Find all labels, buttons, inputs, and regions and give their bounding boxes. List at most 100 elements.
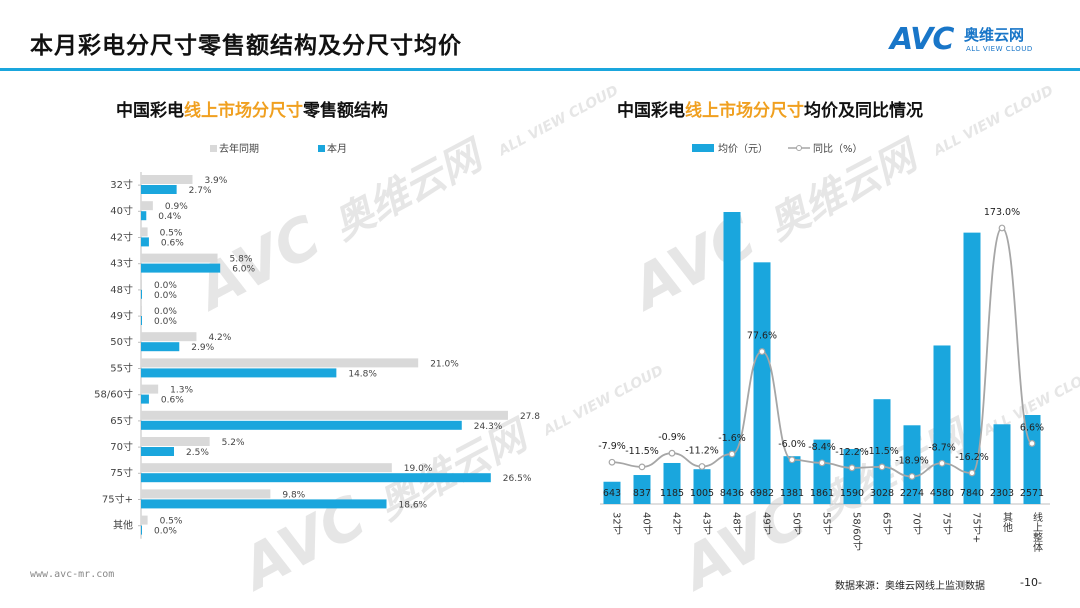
right-bar	[603, 481, 621, 504]
left-category-label: 70寸	[110, 440, 133, 453]
right-line-label: -16.2%	[955, 452, 989, 463]
right-line-label: -8.4%	[808, 442, 836, 453]
left-bar-label: 21.0%	[430, 359, 459, 369]
right-bar	[933, 345, 951, 504]
right-bar-label: 1381	[780, 488, 804, 499]
left-bar	[141, 211, 147, 221]
left-bar-label: 5.8%	[230, 255, 253, 265]
left-category-label: 58/60寸	[94, 388, 133, 401]
right-bar-label: 643	[603, 488, 621, 499]
right-title-suffix: 均价及同比情况	[804, 101, 923, 121]
left-bar-label: 4.2%	[208, 333, 231, 343]
legend-line-marker	[796, 145, 802, 151]
legend-label-1: 本月	[327, 142, 347, 155]
right-line-point	[608, 458, 616, 466]
right-bar	[873, 399, 891, 504]
right-category-label: 70寸	[911, 512, 923, 535]
left-bar	[141, 332, 197, 342]
right-bar	[693, 469, 711, 504]
right-bar	[843, 448, 861, 504]
logo-mark: AVC	[890, 22, 954, 57]
left-bar	[141, 342, 180, 352]
right-title-prefix: 中国彩电	[617, 101, 685, 121]
left-bar	[141, 463, 392, 473]
right-line-point	[938, 459, 946, 467]
left-bar	[141, 263, 221, 273]
right-line-label: -12.2%	[835, 447, 869, 458]
left-category-label: 65寸	[110, 414, 133, 427]
left-bar	[141, 358, 419, 368]
left-bar	[141, 515, 148, 525]
right-line-point	[908, 473, 916, 480]
right-bar-label: 7840	[960, 488, 984, 499]
left-bar	[141, 489, 271, 499]
right-line-point	[968, 469, 976, 477]
right-line-label: -0.9%	[658, 432, 686, 443]
right-category-label: 48寸	[731, 512, 743, 535]
right-category-label: 其他	[1001, 512, 1013, 533]
right-line-point	[728, 450, 736, 458]
right-bar	[753, 262, 771, 504]
left-bar	[141, 499, 387, 509]
left-title-suffix: 零售额结构	[303, 101, 388, 121]
avc-logo: AVC 奥维云网 ALL VIEW CLOUD	[888, 20, 1068, 64]
left-bar-label: 0.4%	[158, 212, 181, 222]
right-bar-label: 1185	[660, 488, 684, 499]
left-category-label: 42寸	[110, 230, 133, 243]
left-bar	[141, 525, 142, 535]
left-bar	[141, 227, 148, 237]
logo-cn: 奥维云网	[964, 26, 1025, 44]
left-bar	[141, 175, 193, 184]
right-line-point	[818, 459, 826, 467]
right-category-label: 40寸	[641, 512, 653, 535]
right-bar-label: 4580	[930, 488, 954, 499]
right-category-label: 50寸	[791, 512, 803, 535]
right-line-point	[848, 464, 856, 472]
left-title-prefix: 中国彩电	[116, 101, 184, 121]
right-line-label: 173.0%	[984, 207, 1020, 218]
right-bar	[663, 462, 681, 504]
right-line-point	[638, 463, 646, 471]
right-line-label: 6.6%	[1020, 422, 1044, 433]
right-bar	[903, 425, 921, 504]
legend-line-label: 同比（%）	[813, 143, 863, 155]
left-bar	[141, 410, 508, 420]
right-category-label: 75寸	[941, 512, 953, 535]
left-bar-label: 1.3%	[170, 386, 193, 396]
footer-source: 数据来源：奥维云网线上监测数据	[835, 581, 985, 592]
left-legend: 去年同期 本月	[210, 142, 347, 155]
left-bar	[141, 185, 177, 194]
right-bar	[633, 475, 651, 504]
left-bar-label: 19.0%	[404, 464, 433, 474]
right-bar-label: 8436	[720, 488, 744, 499]
left-category-label: 55寸	[110, 361, 133, 374]
right-title-highlight: 线上市场分尺寸	[685, 101, 804, 121]
right-yoy-line	[611, 227, 1033, 478]
left-bar-label: 14.8%	[348, 369, 377, 379]
right-bar	[783, 456, 801, 504]
left-category-label: 50寸	[110, 335, 133, 348]
header-rule	[0, 68, 1080, 71]
right-line-label: -11.5%	[865, 446, 899, 457]
left-bar	[141, 306, 142, 315]
right-line-point	[1028, 440, 1036, 447]
right-line-label: -11.2%	[685, 446, 719, 457]
left-chart-title: 中国彩电线上市场分尺寸零售额结构	[116, 96, 388, 121]
right-line-point	[668, 449, 676, 457]
left-title-highlight: 线上市场分尺寸	[184, 101, 303, 121]
right-category-label: 43寸	[701, 512, 713, 535]
left-bar	[141, 289, 142, 299]
left-bar-label: 0.0%	[154, 317, 177, 327]
right-line-point	[878, 463, 886, 471]
left-bar	[141, 394, 149, 404]
left-category-label: 75寸	[110, 466, 133, 479]
right-bar	[723, 212, 741, 504]
right-bar-label: 2303	[990, 488, 1014, 499]
right-legend: 均价（元） 同比（%）	[692, 143, 863, 155]
right-line-point	[758, 348, 766, 355]
left-category-label: 40寸	[110, 204, 133, 217]
left-bar	[141, 279, 142, 289]
right-bar	[963, 232, 981, 504]
footer-url: www.avc-mr.com	[30, 569, 115, 580]
